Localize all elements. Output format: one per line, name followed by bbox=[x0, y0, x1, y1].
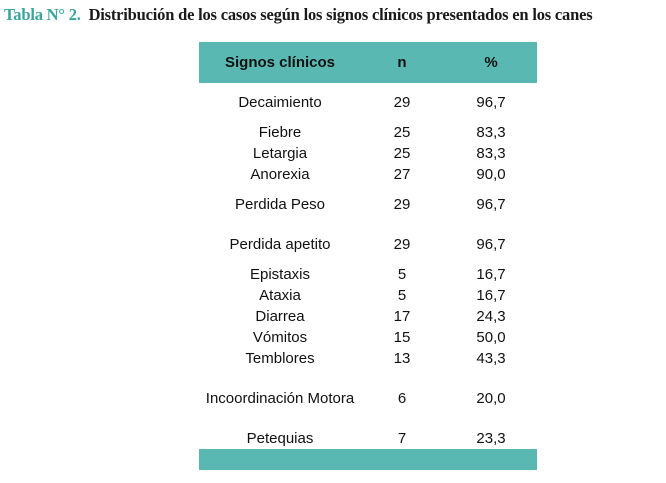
table-row: Perdida apetito 29 96,7 bbox=[199, 236, 537, 257]
table-footer-bar bbox=[199, 449, 537, 470]
cell-percent: 96,7 bbox=[476, 94, 506, 111]
caption-label: Tabla N° 2. bbox=[4, 5, 81, 24]
cell-sign: Diarrea bbox=[255, 308, 305, 325]
cell-percent: 16,7 bbox=[476, 266, 506, 283]
cell-n: 25 bbox=[393, 145, 411, 162]
cell-n: 17 bbox=[393, 308, 411, 325]
table-row: Decaimiento 29 96,7 bbox=[199, 94, 537, 115]
cell-percent: 20,0 bbox=[476, 390, 506, 407]
cell-sign: Perdida apetito bbox=[229, 236, 331, 253]
cell-n: 29 bbox=[393, 196, 411, 213]
cell-percent: 43,3 bbox=[476, 350, 506, 367]
cell-n: 25 bbox=[393, 124, 411, 141]
cell-sign: Incoordinación Motora bbox=[205, 390, 355, 407]
header-percent: % bbox=[484, 54, 498, 71]
table-header: Signos clínicos n % bbox=[199, 42, 537, 83]
table-row: Incoordinación Motora 6 20,0 bbox=[199, 390, 537, 411]
cell-sign: Temblores bbox=[245, 350, 315, 367]
cell-sign: Ataxia bbox=[259, 287, 301, 304]
cell-sign: Epistaxis bbox=[249, 266, 311, 283]
cell-sign: Fiebre bbox=[258, 124, 302, 141]
table-row: Epistaxis 5 16,7 bbox=[199, 266, 537, 287]
cell-n: 27 bbox=[393, 166, 411, 183]
table-row: Perdida Peso 29 96,7 bbox=[199, 196, 537, 217]
table-row: Anorexia 27 90,0 bbox=[199, 166, 537, 187]
caption-text: Distribución de los casos según los sign… bbox=[88, 5, 593, 24]
cell-percent: 16,7 bbox=[476, 287, 506, 304]
cell-percent: 83,3 bbox=[476, 145, 506, 162]
cell-percent: 96,7 bbox=[476, 236, 506, 253]
cell-percent: 50,0 bbox=[476, 329, 506, 346]
header-n: n bbox=[397, 54, 407, 71]
cell-n: 7 bbox=[397, 430, 407, 447]
table-row: Letargia 25 83,3 bbox=[199, 145, 537, 166]
cell-n: 29 bbox=[393, 94, 411, 111]
cell-sign: Letargia bbox=[252, 145, 308, 162]
cell-n: 15 bbox=[393, 329, 411, 346]
table-row: Ataxia 5 16,7 bbox=[199, 287, 537, 308]
cell-sign: Anorexia bbox=[250, 166, 310, 183]
cell-n: 5 bbox=[397, 287, 407, 304]
cell-n: 13 bbox=[393, 350, 411, 367]
table-row: Fiebre 25 83,3 bbox=[199, 124, 537, 145]
table-row: Temblores 13 43,3 bbox=[199, 350, 537, 371]
cell-percent: 83,3 bbox=[476, 124, 506, 141]
cell-percent: 90,0 bbox=[476, 166, 506, 183]
cell-percent: 96,7 bbox=[476, 196, 506, 213]
table-caption: Tabla N° 2. Distribución de los casos se… bbox=[4, 5, 593, 25]
cell-percent: 24,3 bbox=[476, 308, 506, 325]
cell-n: 5 bbox=[397, 266, 407, 283]
cell-percent: 23,3 bbox=[476, 430, 506, 447]
header-signos: Signos clínicos bbox=[224, 54, 336, 71]
cell-sign: Vómitos bbox=[252, 329, 308, 346]
table-row: Vómitos 15 50,0 bbox=[199, 329, 537, 350]
table-row: Diarrea 17 24,3 bbox=[199, 308, 537, 329]
cell-sign: Perdida Peso bbox=[234, 196, 326, 213]
table-row: Petequias 7 23,3 bbox=[199, 430, 537, 451]
cell-n: 29 bbox=[393, 236, 411, 253]
cell-sign: Decaimiento bbox=[238, 94, 322, 111]
cell-sign: Petequias bbox=[246, 430, 314, 447]
cell-n: 6 bbox=[397, 390, 407, 407]
